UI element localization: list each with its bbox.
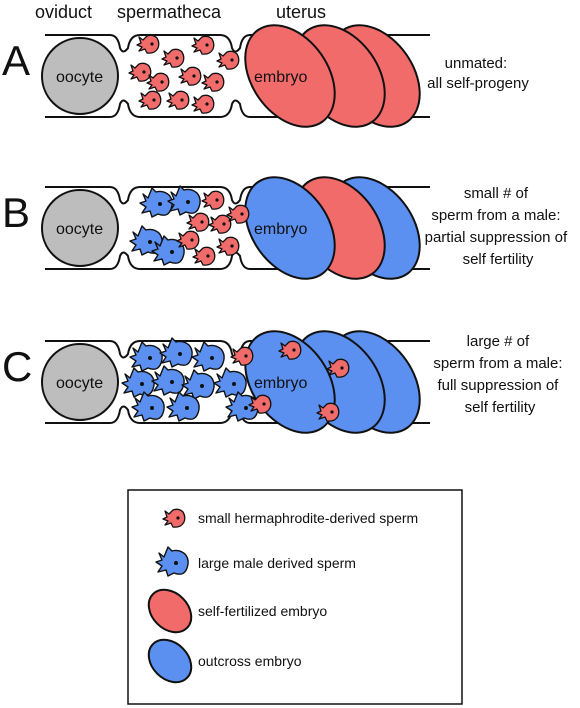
panel-description: small # of sperm from a male: partial su… xyxy=(425,185,572,268)
small-sperm xyxy=(166,90,190,110)
uterus-header: uterus xyxy=(276,2,326,22)
small-sperm xyxy=(186,212,210,232)
small-sperm xyxy=(230,346,254,366)
small-sperm xyxy=(191,35,215,55)
small-sperm xyxy=(138,90,162,110)
legend-label: self-fertilized embryo xyxy=(198,603,327,619)
panel-a: A oocyte embryo unmated: all xyxy=(2,7,529,145)
large-sperm xyxy=(181,369,215,400)
large-sperm xyxy=(121,367,155,398)
large-sperm xyxy=(191,341,225,372)
blue-embryo-icon xyxy=(147,638,193,684)
large-sperm xyxy=(167,185,201,216)
oocyte-label: oocyte xyxy=(56,69,103,86)
oocyte xyxy=(41,37,119,115)
legend-item: outcross embryo xyxy=(147,638,302,684)
sperm-cluster xyxy=(128,34,240,114)
small-sperm xyxy=(201,72,225,92)
small-sperm xyxy=(208,214,232,234)
small-sperm xyxy=(192,246,216,266)
legend-item: large male derived sperm xyxy=(155,546,356,577)
small-sperm xyxy=(161,48,185,68)
small-sperm xyxy=(191,94,215,114)
oocyte xyxy=(41,343,119,421)
small-sperm xyxy=(176,230,200,250)
legend: small hermaphrodite-derived sperm large … xyxy=(127,489,463,705)
embryo-label: embryo xyxy=(254,69,307,86)
small-sperm-icon xyxy=(162,508,186,528)
small-sperm xyxy=(146,72,170,92)
small-sperm xyxy=(136,34,160,54)
legend-label: small hermaphrodite-derived sperm xyxy=(198,510,418,526)
panel-c: C oocyte embryo large xyxy=(2,313,566,451)
legend-label: large male derived sperm xyxy=(198,555,356,571)
oviduct-header: oviduct xyxy=(35,2,92,22)
legend-label: outcross embryo xyxy=(198,653,302,669)
small-sperm xyxy=(216,236,240,256)
panel-letter: A xyxy=(2,37,30,84)
embryo-label: embryo xyxy=(254,375,307,392)
spermatheca-header: spermatheca xyxy=(117,2,222,22)
large-sperm xyxy=(159,337,193,368)
small-sperm xyxy=(128,62,152,82)
gonad-tube xyxy=(45,34,430,118)
small-sperm xyxy=(178,66,202,86)
small-sperm xyxy=(216,50,240,70)
large-sperm xyxy=(139,187,173,218)
panel-b: B oocyte embryo small # of sperm from a … xyxy=(2,159,572,297)
small-sperm xyxy=(278,340,302,360)
legend-item: self-fertilized embryo xyxy=(147,588,327,634)
small-sperm xyxy=(201,190,225,210)
oocyte-label: oocyte xyxy=(56,375,103,392)
small-sperm xyxy=(326,358,350,378)
panel-description: unmated: all self-progeny xyxy=(427,55,529,92)
embryo-label: embryo xyxy=(254,221,307,238)
large-sperm xyxy=(213,367,247,398)
small-sperm xyxy=(316,402,340,422)
panel-description: large # of sperm from a male: full suppr… xyxy=(433,333,566,416)
oocyte xyxy=(41,189,119,267)
legend-item: small hermaphrodite-derived sperm xyxy=(162,508,418,528)
large-sperm xyxy=(129,341,163,372)
small-sperm xyxy=(226,204,250,224)
red-embryo-icon xyxy=(147,588,193,634)
panel-letter: B xyxy=(2,189,30,236)
large-sperm xyxy=(151,365,185,396)
oocyte-label: oocyte xyxy=(56,221,103,238)
panel-letter: C xyxy=(2,343,32,390)
small-sperm xyxy=(248,394,272,414)
